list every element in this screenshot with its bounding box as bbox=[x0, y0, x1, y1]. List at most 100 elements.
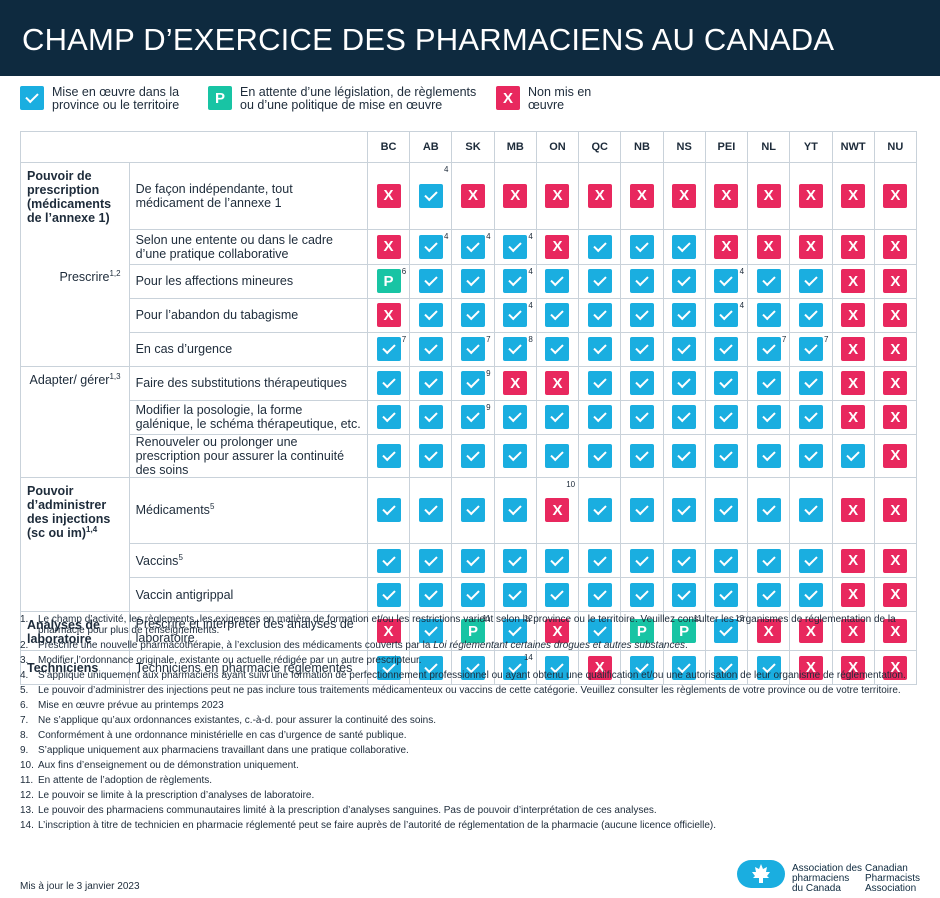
status-cell: X bbox=[831, 331, 875, 367]
footnote-text: Aux fins d’enseignement ou de démonstrat… bbox=[38, 760, 920, 771]
footnote-ref: 1,3 bbox=[109, 371, 121, 381]
footnote-ref: 4 bbox=[443, 165, 449, 174]
cross-x-icon: X bbox=[883, 405, 908, 429]
jurisdiction-header: NB bbox=[620, 131, 664, 163]
legend-label: Non mis en œuvre bbox=[528, 85, 592, 112]
status-cell: 14 bbox=[493, 650, 537, 685]
status-cell bbox=[620, 331, 664, 367]
checkmark-icon bbox=[376, 498, 401, 523]
category-label: Pouvoir d’administrer des injections (sc… bbox=[27, 483, 111, 540]
checkmark-icon bbox=[587, 405, 612, 429]
checkmark-icon bbox=[629, 655, 654, 680]
category-cell bbox=[20, 298, 130, 332]
status-cell bbox=[451, 650, 495, 685]
status-cell bbox=[578, 399, 622, 435]
pending-p-icon: P bbox=[461, 619, 485, 643]
cross-x-icon: X bbox=[883, 303, 908, 327]
footnote-ref: 7 bbox=[781, 334, 787, 344]
cross-x-icon: X bbox=[841, 582, 866, 607]
status-cell bbox=[704, 331, 749, 367]
checkmark-icon bbox=[587, 443, 612, 468]
footnote-number: 1. bbox=[20, 614, 29, 625]
checkmark-icon bbox=[672, 303, 697, 327]
status-cell: X bbox=[873, 365, 918, 401]
checkmark-icon bbox=[629, 269, 654, 293]
checkmark-icon bbox=[672, 582, 697, 607]
footnote-item: 10. Aux fins d’enseignement ou de démonst… bbox=[20, 760, 920, 771]
status-cell bbox=[789, 365, 833, 401]
status-cell bbox=[747, 399, 791, 435]
subcategory-text: Adapter/ gérer bbox=[29, 372, 110, 387]
cross-x-icon: X bbox=[798, 234, 823, 259]
cross-x-icon: X bbox=[714, 234, 739, 259]
status-cell: 4 bbox=[493, 228, 537, 265]
footnote-text: L’inscription à titre de technicien en p… bbox=[38, 820, 920, 831]
category-label: Analyses de laboratoire bbox=[27, 618, 100, 646]
row-label: Pour l’abandon du tabagisme bbox=[135, 308, 299, 322]
status-cell bbox=[366, 365, 411, 401]
maple-leaf-pill-icon bbox=[737, 860, 785, 888]
footnote-text: Le champ d’activité, les règlements, les… bbox=[38, 614, 920, 636]
checkmark-icon bbox=[461, 582, 485, 607]
status-cell: X bbox=[704, 228, 749, 265]
checkmark-icon bbox=[587, 337, 612, 361]
footnote-text: Le pouvoir d’administrer des injections … bbox=[38, 685, 920, 696]
footnote-ref: 4 bbox=[486, 231, 491, 241]
status-cell bbox=[451, 433, 495, 478]
checkmark-icon bbox=[587, 619, 612, 643]
checkmark-icon bbox=[798, 498, 823, 523]
status-cell: X bbox=[366, 611, 411, 651]
status-cell: X bbox=[831, 543, 875, 578]
status-cell: 9 bbox=[451, 399, 495, 435]
status-cell: X bbox=[535, 162, 580, 230]
status-cell: X bbox=[831, 650, 875, 685]
status-cell bbox=[366, 543, 411, 578]
checkmark-icon bbox=[756, 443, 781, 468]
row-label: Selon une entente ou dans le cadre d’une… bbox=[135, 232, 333, 261]
jurisdiction-header: QC bbox=[578, 131, 622, 163]
legend-item-implemented: Mise en œuvre dans la province ou le ter… bbox=[20, 86, 202, 112]
table-row: Pouvoir d’administrer des injections (sc… bbox=[20, 476, 918, 544]
cross-x-icon: X bbox=[756, 183, 781, 208]
status-cell bbox=[789, 577, 833, 612]
checkmark-icon bbox=[629, 303, 654, 327]
row-description: Renouveler ou prolonger une prescription… bbox=[128, 433, 368, 478]
subcategory-label: Adapter/ gérer1,3 bbox=[27, 371, 125, 387]
status-cell: X bbox=[873, 650, 918, 685]
cross-x-icon: X bbox=[672, 183, 697, 208]
status-cell bbox=[831, 433, 875, 478]
status-cell: X bbox=[831, 399, 875, 435]
checkmark-icon bbox=[798, 371, 823, 395]
pending-p-icon: P bbox=[629, 619, 654, 643]
status-cell bbox=[789, 543, 833, 578]
cross-x-icon: X bbox=[841, 548, 866, 573]
status-cell bbox=[704, 365, 749, 401]
footnote-ref: 7 bbox=[824, 334, 829, 344]
category-label: Techniciens bbox=[27, 661, 99, 675]
footnote-text-part: Le champ d’activité, les règlements, les… bbox=[38, 614, 896, 636]
footnote-italic-part: Loi réglementant certaines drogues et au… bbox=[433, 640, 686, 651]
table-row: Prescrire1,2 Pour les affections mineures… bbox=[20, 263, 918, 299]
table-row: Analyses de laboratoire Prescrire et inte… bbox=[20, 611, 918, 651]
cross-x-icon: X bbox=[798, 655, 823, 680]
footnote-text-part: Conformément à une ordonnance ministérie… bbox=[38, 730, 407, 741]
checkmark-icon bbox=[756, 655, 781, 680]
status-cell bbox=[409, 650, 453, 685]
cross-x-icon: X bbox=[883, 234, 908, 259]
footnote-text: Ne s’applique qu’aux ordonnances existan… bbox=[38, 715, 920, 726]
checkmark-icon bbox=[672, 405, 697, 429]
jurisdiction-header: NWT bbox=[831, 131, 875, 163]
footnote-item: 12. Le pouvoir se limite à la prescriptio… bbox=[20, 790, 920, 801]
checkmark-icon bbox=[418, 582, 443, 607]
checkmark-icon bbox=[587, 548, 612, 573]
category-cell bbox=[20, 400, 130, 434]
status-cell bbox=[620, 476, 664, 544]
footnote-ref: 10 bbox=[566, 479, 576, 489]
status-cell: X bbox=[831, 611, 875, 651]
status-cell: X bbox=[493, 365, 537, 401]
cross-x-icon: X bbox=[756, 234, 781, 259]
checkmark-icon bbox=[461, 498, 485, 523]
status-cell bbox=[535, 543, 580, 578]
cross-x-icon: X bbox=[883, 337, 908, 361]
status-cell bbox=[662, 331, 706, 367]
